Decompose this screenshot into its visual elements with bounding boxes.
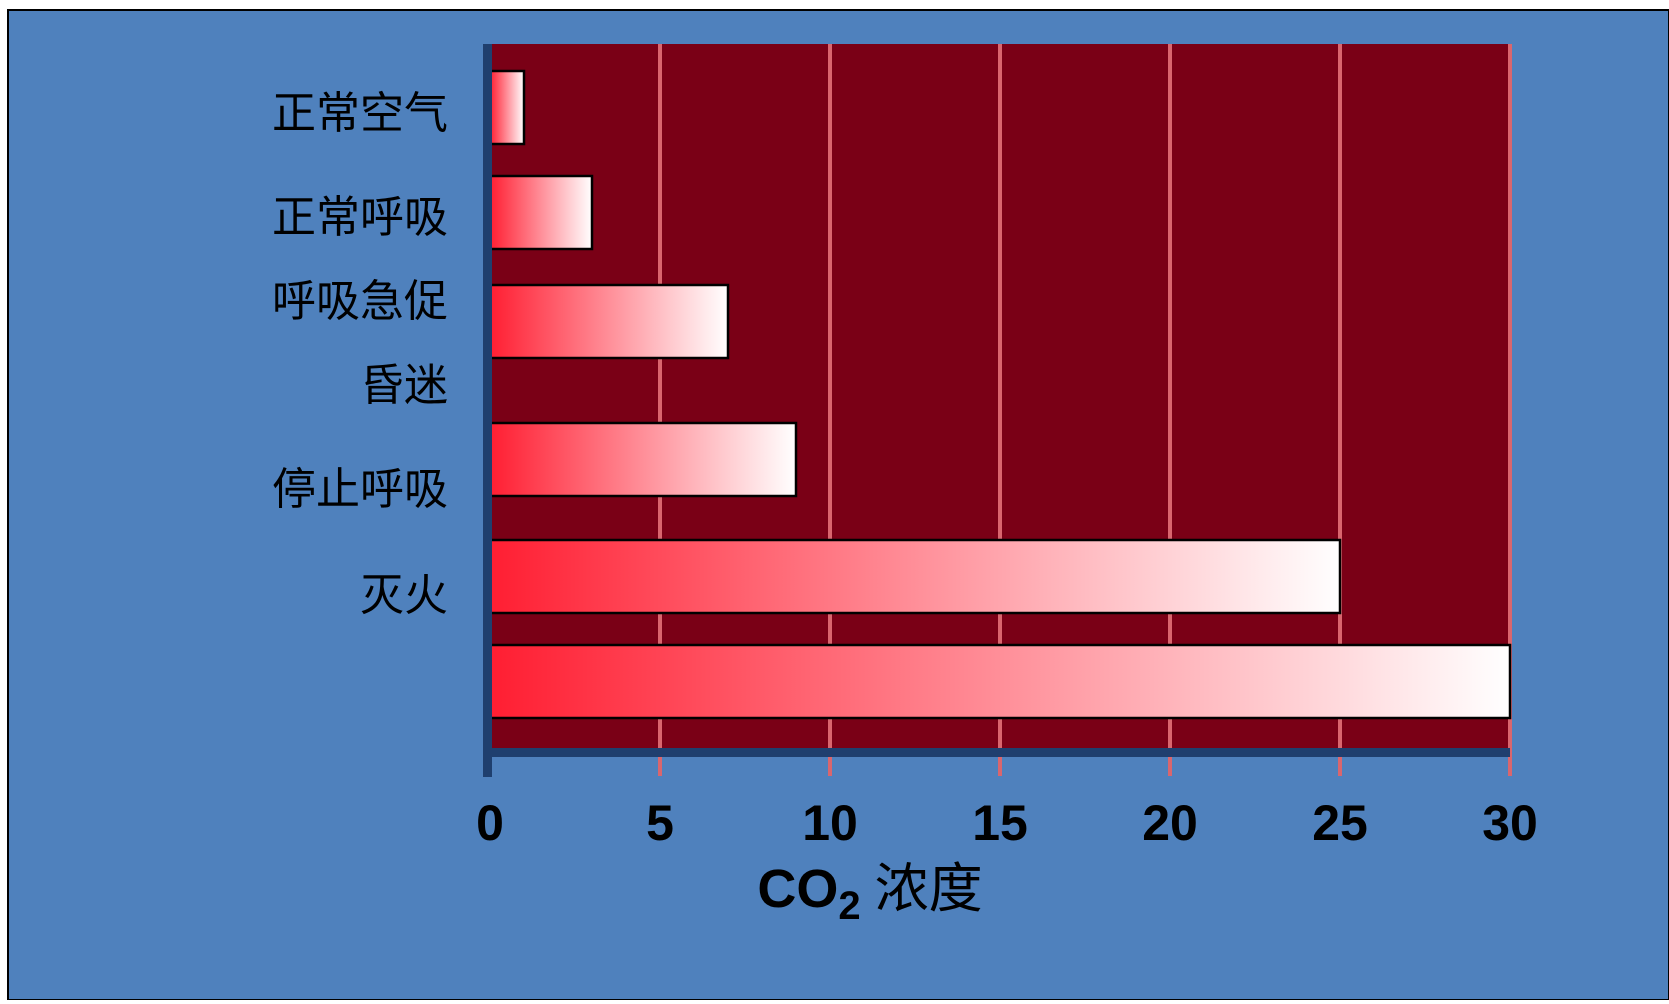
bar-6 [488,643,1512,720]
x-tick-label-25: 25 [1312,795,1368,851]
category-label-6: 灭火 [360,570,448,621]
bar-1 [488,69,526,146]
bar-2 [488,174,594,251]
x-tick-labels: 0 5 10 15 20 25 30 [476,795,1538,851]
category-label-2: 正常呼吸 [272,192,448,243]
x-axis-title-main: CO [757,859,838,919]
x-tick-label-5: 5 [646,795,674,851]
category-label-4: 昏迷 [360,360,448,411]
x-axis-title-suffix: 浓度 [875,857,983,920]
x-axis-title-subscript: 2 [838,884,860,928]
x-tick-label-20: 20 [1142,795,1198,851]
category-label-5: 停止呼吸 [272,464,448,515]
bar-3 [488,283,730,360]
y-axis-line [483,44,492,777]
x-tick-label-15: 15 [972,795,1028,851]
x-tick-label-10: 10 [802,795,858,851]
bar-4 [488,421,798,498]
category-label-3: 呼吸急促 [272,276,448,327]
x-axis-line [483,748,1510,757]
category-label-1: 正常空气 [272,88,448,139]
x-tick-label-30: 30 [1482,795,1538,851]
x-axis-title: CO2 浓度 [757,857,982,928]
x-tick-label-0: 0 [476,795,504,851]
bar-5 [488,538,1342,615]
